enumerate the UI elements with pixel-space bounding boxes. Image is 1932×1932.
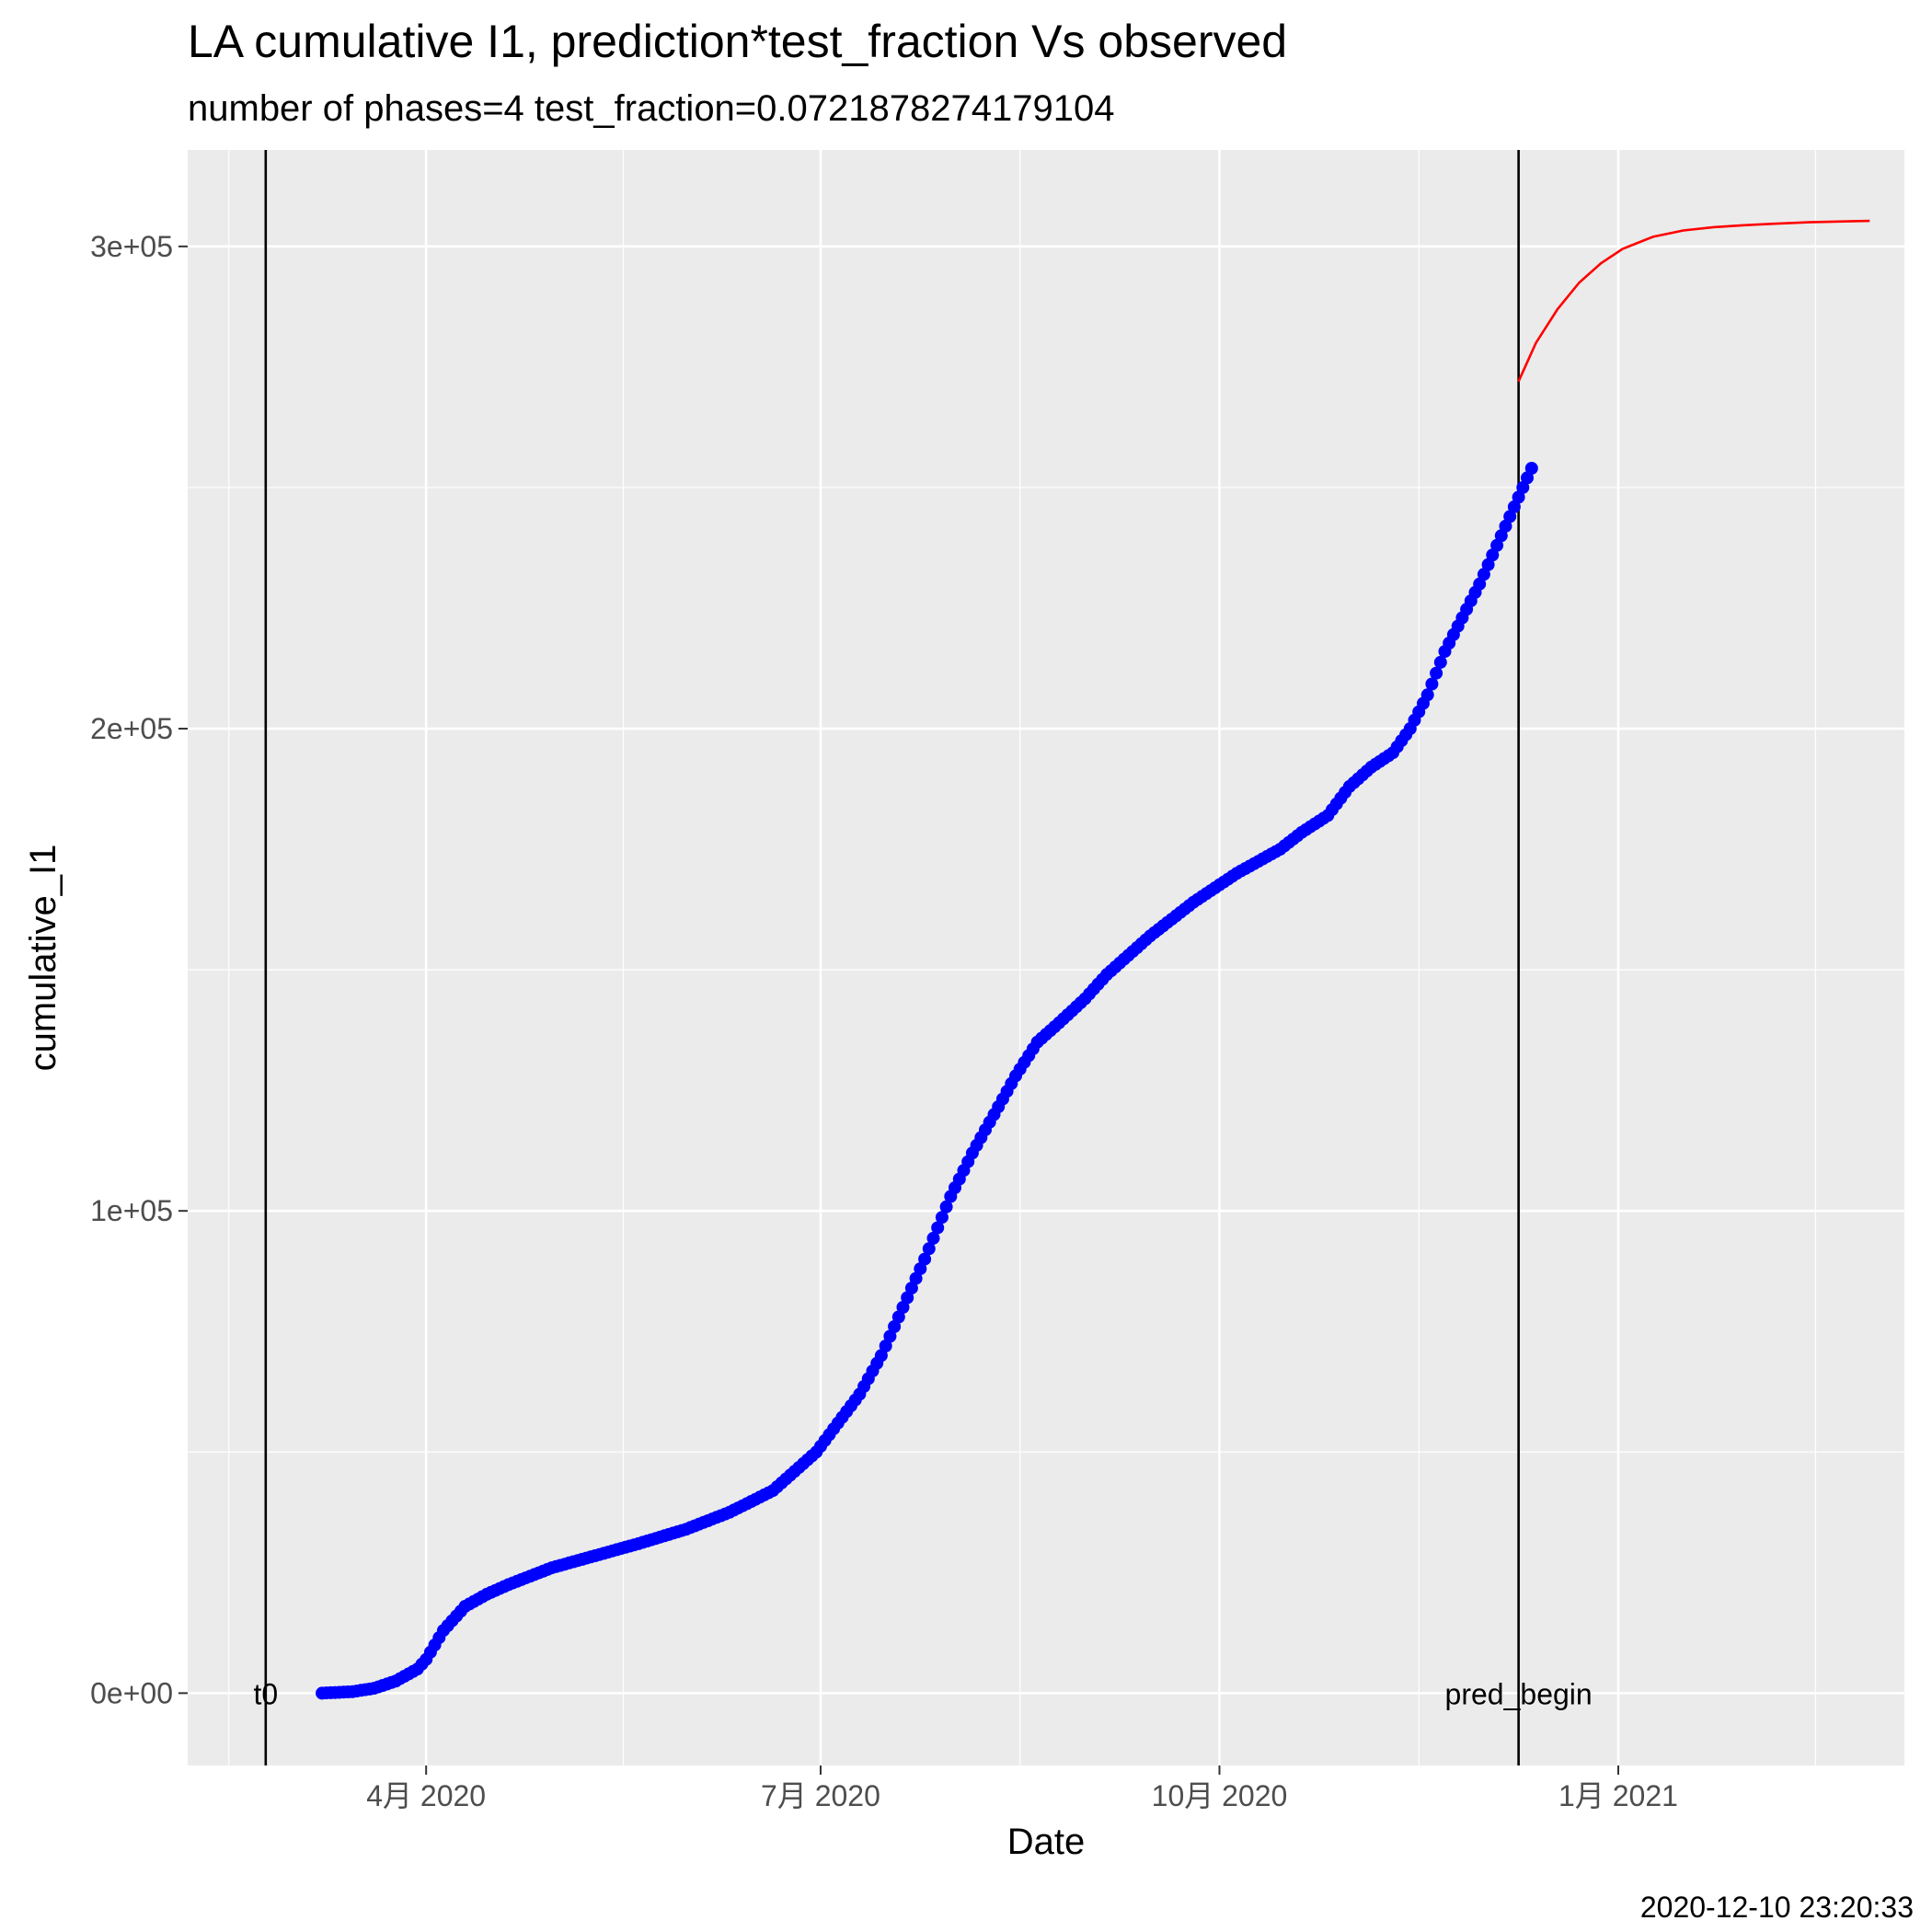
observed-point: [935, 1211, 949, 1225]
observed-point: [888, 1320, 902, 1333]
chart-subtitle: number of phases=4 test_fraction=0.07218…: [188, 88, 1114, 129]
observed-point: [926, 1231, 940, 1245]
observed-point: [1473, 577, 1487, 591]
observed-point: [1425, 677, 1439, 691]
observed-point: [901, 1291, 914, 1305]
gridlines: [188, 150, 1904, 1765]
vertical-reference-lines: t0 pred_begin: [253, 150, 1593, 1765]
observed-point: [909, 1271, 923, 1285]
observed-point: [1512, 490, 1525, 504]
observed-point: [1524, 462, 1538, 475]
prediction-line: [1517, 219, 1870, 383]
y-axis: 0e+00 1e+05 2e+05 3e+05: [90, 230, 188, 1709]
observed-point: [1503, 510, 1517, 523]
observed-point: [914, 1262, 927, 1276]
observed-point: [1433, 655, 1447, 669]
observed-point: [1420, 688, 1434, 702]
observed-point: [931, 1221, 945, 1235]
observed-point: [1499, 519, 1512, 533]
chart-title: LA cumulative I1, prediction*test_fracti…: [188, 16, 1287, 67]
y-tick-label: 3e+05: [90, 230, 173, 263]
vertical-line-label: t0: [253, 1677, 278, 1710]
y-axis-title: cumulative_I1: [23, 845, 63, 1072]
observed-point: [918, 1252, 932, 1266]
y-tick-label: 2e+05: [90, 712, 173, 745]
x-axis-title: Date: [1007, 1822, 1086, 1862]
x-axis: 4月 2020 7月 2020 10月 2020 1月 2021: [366, 1765, 1678, 1812]
observed-point: [1521, 471, 1534, 485]
observed-point: [1486, 548, 1500, 562]
observed-point: [1507, 500, 1521, 513]
vertical-line-label: pred_begin: [1445, 1677, 1593, 1710]
plot-panel: [188, 150, 1904, 1765]
observed-point: [896, 1301, 910, 1314]
observed-point: [891, 1310, 905, 1324]
x-tick-label: 7月 2020: [761, 1779, 880, 1812]
observed-point: [1494, 529, 1508, 543]
observed-point: [1516, 480, 1530, 494]
x-tick-label: 4月 2020: [366, 1779, 486, 1812]
prediction-series: [1517, 219, 1870, 383]
x-tick-label: 1月 2021: [1558, 1779, 1678, 1812]
y-tick-label: 0e+00: [90, 1676, 173, 1709]
observed-point: [879, 1340, 892, 1352]
observed-point: [904, 1282, 918, 1295]
observed-point: [874, 1349, 888, 1363]
observed-point: [883, 1329, 897, 1343]
observed-point: [1481, 558, 1495, 571]
x-tick-label: 10月 2020: [1152, 1779, 1288, 1812]
observed-series: [316, 462, 1538, 1700]
observed-point: [1430, 666, 1443, 680]
observed-point: [939, 1200, 953, 1213]
observed-point: [1477, 568, 1490, 581]
y-tick-label: 1e+05: [90, 1194, 173, 1227]
observed-point: [1490, 538, 1504, 552]
caption-timestamp: 2020-12-10 23:20:33: [1640, 1891, 1914, 1924]
observed-point: [922, 1242, 936, 1256]
